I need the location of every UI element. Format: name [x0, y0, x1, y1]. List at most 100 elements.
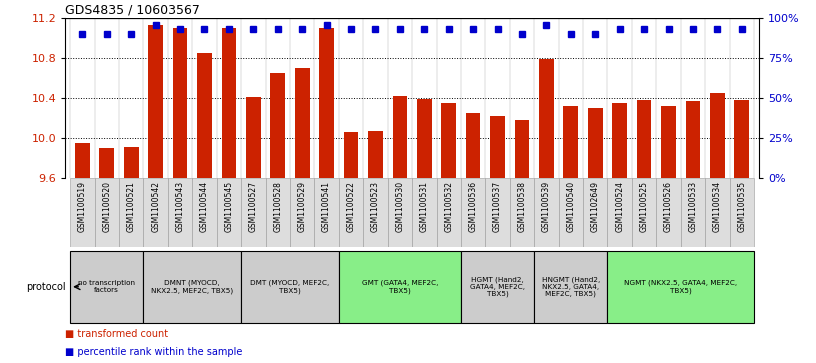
Text: GSM1100538: GSM1100538	[517, 182, 526, 232]
Bar	[246, 97, 260, 178]
Text: ■ transformed count: ■ transformed count	[65, 329, 168, 339]
Bar	[344, 132, 358, 178]
Bar	[368, 131, 383, 178]
Bar	[656, 178, 681, 247]
Text: GSM1100527: GSM1100527	[249, 182, 258, 232]
Bar	[144, 178, 168, 247]
Bar	[730, 178, 754, 247]
Text: DMNT (MYOCD,
NKX2.5, MEF2C, TBX5): DMNT (MYOCD, NKX2.5, MEF2C, TBX5)	[151, 280, 233, 294]
Bar	[173, 28, 188, 178]
Text: GSM1100523: GSM1100523	[371, 182, 380, 232]
Text: GSM1100531: GSM1100531	[419, 182, 428, 232]
Bar	[124, 147, 139, 178]
Bar	[461, 178, 486, 247]
Bar	[607, 251, 754, 323]
Bar	[564, 106, 579, 178]
Bar	[583, 178, 607, 247]
Bar	[119, 178, 144, 247]
Bar	[149, 25, 163, 178]
Bar	[681, 178, 705, 247]
Bar	[632, 178, 656, 247]
Text: GDS4835 / 10603567: GDS4835 / 10603567	[65, 4, 200, 17]
Text: GMT (GATA4, MEF2C,
TBX5): GMT (GATA4, MEF2C, TBX5)	[361, 280, 438, 294]
Bar	[70, 251, 144, 323]
Text: GSM1100526: GSM1100526	[664, 182, 673, 232]
Text: GSM1100525: GSM1100525	[640, 182, 649, 232]
Bar	[710, 93, 725, 178]
Bar	[490, 116, 505, 178]
Text: GSM1100536: GSM1100536	[468, 182, 477, 232]
Bar	[534, 178, 559, 247]
Text: HNGMT (Hand2,
NKX2.5, GATA4,
MEF2C, TBX5): HNGMT (Hand2, NKX2.5, GATA4, MEF2C, TBX5…	[542, 276, 600, 297]
Text: ■ percentile rank within the sample: ■ percentile rank within the sample	[65, 347, 242, 357]
Bar	[144, 251, 241, 323]
Bar	[100, 148, 114, 178]
Bar	[705, 178, 730, 247]
Bar	[70, 178, 95, 247]
Text: GSM1100540: GSM1100540	[566, 182, 575, 232]
Bar	[510, 178, 534, 247]
Bar	[539, 59, 554, 178]
Bar	[290, 178, 314, 247]
Bar	[339, 251, 461, 323]
Bar	[270, 73, 285, 178]
Bar	[75, 143, 90, 178]
Bar	[319, 28, 334, 178]
Text: NGMT (NKX2.5, GATA4, MEF2C,
TBX5): NGMT (NKX2.5, GATA4, MEF2C, TBX5)	[624, 280, 738, 294]
Text: GSM1100535: GSM1100535	[738, 182, 747, 232]
Bar	[197, 53, 212, 178]
Text: GSM1100519: GSM1100519	[78, 182, 86, 232]
Bar	[466, 113, 481, 178]
Bar	[612, 103, 627, 178]
Bar	[339, 178, 363, 247]
Text: GSM1100542: GSM1100542	[151, 182, 160, 232]
Bar	[661, 106, 676, 178]
Text: GSM1100545: GSM1100545	[224, 182, 233, 232]
Text: GSM1100528: GSM1100528	[273, 182, 282, 232]
Text: GSM1100522: GSM1100522	[347, 182, 356, 232]
Bar	[412, 178, 437, 247]
Bar	[534, 251, 607, 323]
Bar	[265, 178, 290, 247]
Text: GSM1100541: GSM1100541	[322, 182, 331, 232]
Bar	[193, 178, 217, 247]
Bar	[417, 99, 432, 178]
Text: GSM1100529: GSM1100529	[298, 182, 307, 232]
Bar	[734, 100, 749, 178]
Text: GSM1100532: GSM1100532	[444, 182, 453, 232]
Text: DMT (MYOCD, MEF2C,
TBX5): DMT (MYOCD, MEF2C, TBX5)	[251, 280, 330, 294]
Bar	[168, 178, 193, 247]
Bar	[217, 178, 241, 247]
Text: GSM1102649: GSM1102649	[591, 182, 600, 232]
Bar	[295, 68, 309, 178]
Text: GSM1100544: GSM1100544	[200, 182, 209, 232]
Text: GSM1100534: GSM1100534	[713, 182, 722, 232]
Text: GSM1100533: GSM1100533	[689, 182, 698, 232]
Bar	[314, 178, 339, 247]
Bar	[388, 178, 412, 247]
Bar	[607, 178, 632, 247]
Text: HGMT (Hand2,
GATA4, MEF2C,
TBX5): HGMT (Hand2, GATA4, MEF2C, TBX5)	[470, 276, 525, 297]
Bar	[461, 251, 534, 323]
Bar	[515, 120, 530, 178]
Bar	[441, 103, 456, 178]
Bar	[363, 178, 388, 247]
Bar	[685, 101, 700, 178]
Text: GSM1100539: GSM1100539	[542, 182, 551, 232]
Bar	[437, 178, 461, 247]
Bar	[588, 108, 602, 178]
Text: GSM1100537: GSM1100537	[493, 182, 502, 232]
Bar	[95, 178, 119, 247]
Bar	[222, 28, 237, 178]
Text: GSM1100543: GSM1100543	[175, 182, 184, 232]
Bar	[559, 178, 583, 247]
Bar	[241, 251, 339, 323]
Bar	[636, 100, 651, 178]
Text: no transcription
factors: no transcription factors	[78, 280, 135, 293]
Text: GSM1100530: GSM1100530	[396, 182, 405, 232]
Bar	[486, 178, 510, 247]
Text: GSM1100521: GSM1100521	[126, 182, 135, 232]
Text: protocol: protocol	[26, 282, 66, 292]
Text: GSM1100524: GSM1100524	[615, 182, 624, 232]
Bar	[241, 178, 265, 247]
